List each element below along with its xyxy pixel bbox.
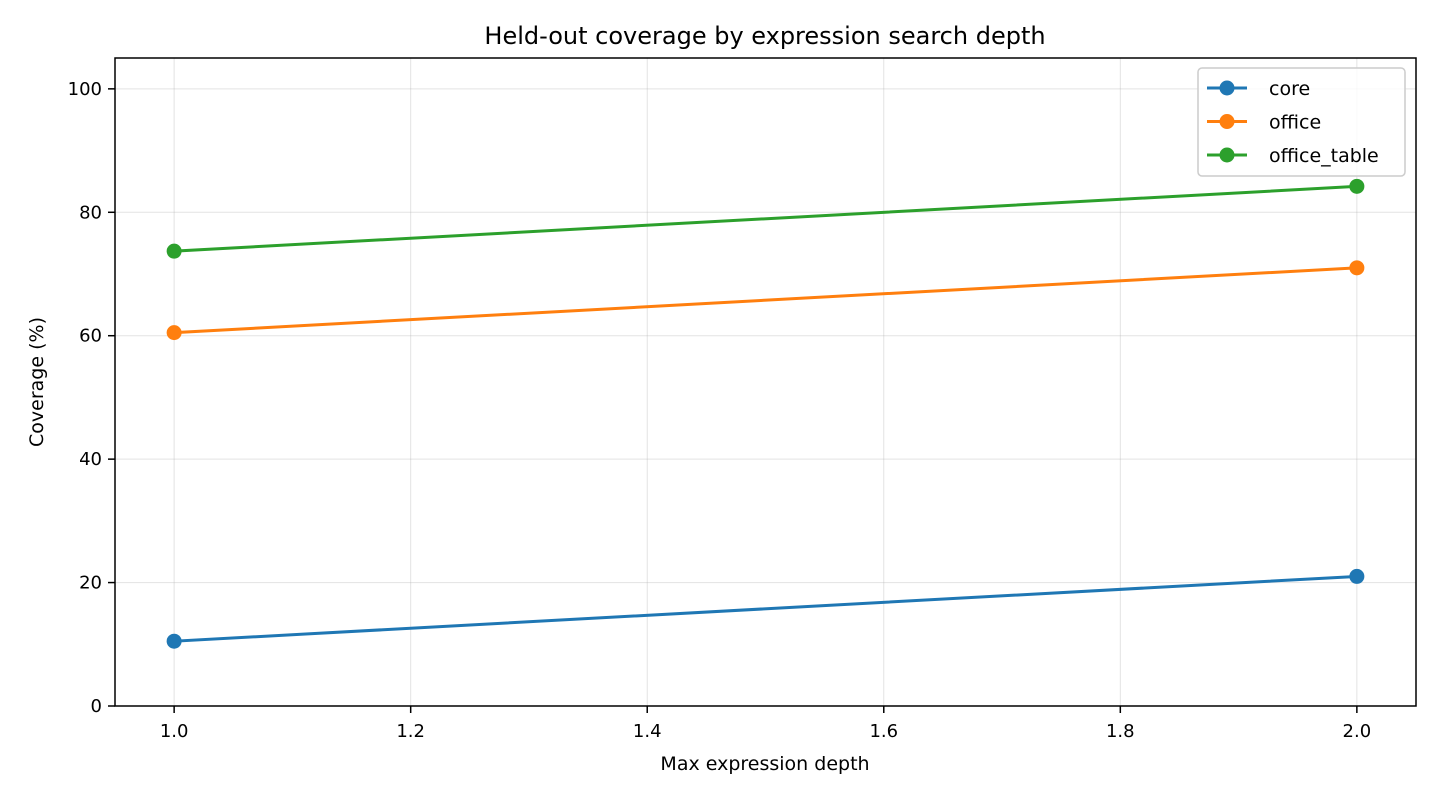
legend-label: core xyxy=(1269,78,1310,100)
legend-frame xyxy=(1197,67,1406,177)
plot-area-frame xyxy=(114,57,1417,707)
y-tick-label: 0 xyxy=(91,696,102,717)
legend-item: core xyxy=(1207,78,1310,100)
series-line xyxy=(172,184,1359,253)
series-line xyxy=(172,266,1359,335)
y-axis-label: Coverage (%) xyxy=(26,317,48,447)
series-core xyxy=(166,568,1365,649)
x-tick-label: 1.6 xyxy=(869,721,898,742)
data-point xyxy=(1349,568,1365,584)
series-lines xyxy=(166,178,1365,649)
data-point xyxy=(1349,178,1365,194)
data-point xyxy=(166,325,182,341)
series-office-table xyxy=(166,178,1365,259)
legend-marker xyxy=(1219,114,1235,129)
y-tick-label: 60 xyxy=(79,326,102,347)
y-tick-label: 40 xyxy=(79,449,102,470)
x-tick-label: 1.8 xyxy=(1106,721,1135,742)
x-tick-label: 1.0 xyxy=(160,721,189,742)
x-tick-label: 1.4 xyxy=(633,721,662,742)
x-axis: 1.0 1.2 1.4 1.6 1.8 2.0 xyxy=(160,706,1371,742)
x-axis-label: Max expression depth xyxy=(660,753,869,775)
series-office xyxy=(166,260,1365,341)
legend-item: office_table xyxy=(1207,145,1379,167)
legend-label: office_table xyxy=(1269,145,1379,167)
legend: core office office_table xyxy=(1197,67,1406,177)
legend-marker xyxy=(1219,147,1235,163)
series-line xyxy=(172,574,1359,643)
legend-label: office xyxy=(1269,112,1321,134)
x-tick-label: 1.2 xyxy=(396,721,425,742)
y-tick-label: 80 xyxy=(79,202,102,223)
y-tick-label: 20 xyxy=(79,573,102,594)
legend-item: office xyxy=(1207,112,1321,134)
data-point xyxy=(166,243,182,259)
data-point xyxy=(1349,260,1365,276)
x-tick-label: 2.0 xyxy=(1343,721,1372,742)
legend-marker xyxy=(1219,80,1235,96)
chart-title: Held-out coverage by expression search d… xyxy=(484,22,1045,50)
data-point xyxy=(166,633,182,649)
y-axis: 0 20 40 60 80 100 xyxy=(68,79,115,717)
y-tick-label: 100 xyxy=(68,79,102,100)
